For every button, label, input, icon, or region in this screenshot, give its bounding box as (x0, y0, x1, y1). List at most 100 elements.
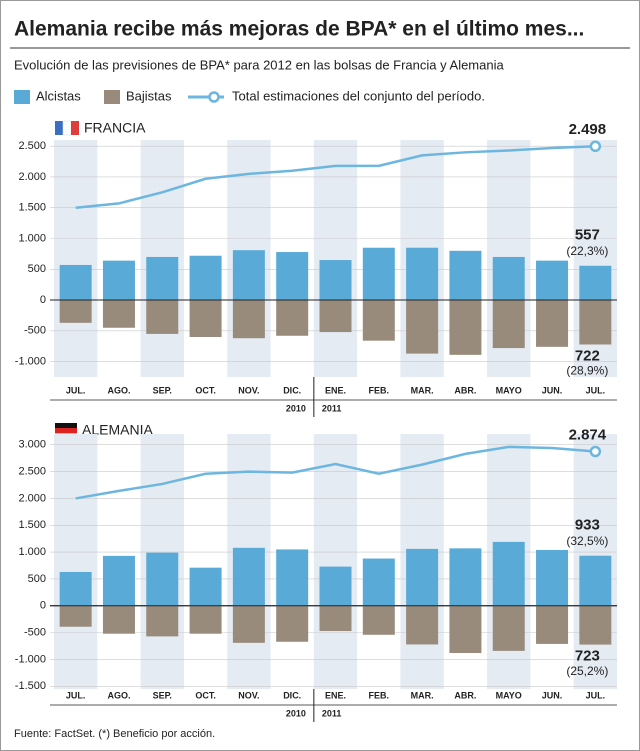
bar (276, 605, 309, 642)
legend-label: Total estimaciones del conjunto del perí… (232, 88, 485, 103)
annotation: (25,2%) (566, 664, 608, 678)
x-tick-label: FEB. (369, 385, 390, 395)
bar (232, 547, 265, 606)
bar (146, 552, 179, 606)
y-tick-label: 1.500 (18, 202, 46, 214)
x-tick-label: MAYO (496, 385, 522, 395)
x-tick-label: ENE. (325, 385, 346, 395)
x-tick-label: JUN. (542, 385, 563, 395)
bar (189, 567, 222, 606)
x-tick-label: DIC. (283, 385, 301, 395)
source: Fuente: FactSet. (*) Beneficio por acció… (14, 728, 215, 740)
y-tick-label: -1.000 (15, 653, 46, 665)
y-tick-label: 2.500 (18, 140, 46, 152)
bar (536, 300, 569, 347)
x-tick-label: ABR. (454, 690, 476, 700)
bar (579, 555, 612, 606)
bar (102, 555, 135, 606)
x-tick-label: MAR. (411, 385, 434, 395)
x-tick-label: OCT. (195, 690, 216, 700)
y-tick-label: 500 (28, 263, 46, 275)
y-tick-label: -1.000 (15, 356, 46, 368)
x-tick-label: ABR. (454, 385, 476, 395)
x-tick-label: JUL. (586, 385, 606, 395)
bar (536, 260, 569, 301)
total-marker (589, 140, 602, 153)
legend-label: Alcistas (36, 88, 81, 103)
year-label: 2010 (286, 403, 306, 413)
bar (189, 605, 222, 634)
y-tick-label: 1.000 (18, 546, 46, 558)
total-marker (589, 445, 602, 458)
annotation: 933 (575, 517, 600, 534)
year-label: 2010 (286, 708, 306, 718)
legend-marker (208, 91, 220, 103)
annotation: 723 (575, 648, 600, 665)
y-tick-label: 0 (40, 600, 46, 612)
bar (449, 250, 482, 301)
flag-fr (55, 120, 79, 136)
annotation: (22,3%) (566, 244, 608, 258)
y-tick-label: -500 (24, 627, 46, 639)
x-tick-label: JUL. (66, 385, 86, 395)
x-tick-label: FEB. (369, 690, 390, 700)
x-tick-label: SEP. (153, 690, 172, 700)
bar (492, 300, 525, 349)
bar (449, 300, 482, 355)
annotation: 722 (575, 347, 600, 364)
bar (536, 549, 569, 606)
bar (146, 256, 179, 301)
bar (579, 300, 612, 345)
y-tick-label: -1.500 (15, 680, 46, 692)
bar (59, 264, 92, 301)
bar (59, 605, 92, 627)
legend-swatch (104, 90, 120, 104)
bar (59, 571, 92, 606)
annotation: 2.498 (569, 121, 607, 138)
bar (362, 247, 395, 301)
bar (492, 256, 525, 301)
y-tick-label: 2.000 (18, 492, 46, 504)
legend-label: Bajistas (126, 88, 172, 103)
subtitle: Evolución de las previsiones de BPA* par… (14, 57, 504, 72)
y-tick-label: 500 (28, 573, 46, 585)
y-tick-label: 0 (40, 294, 46, 306)
y-tick-label: 3.000 (18, 439, 46, 451)
bar (362, 300, 395, 341)
x-tick-label: SEP. (153, 385, 172, 395)
bar (232, 300, 265, 339)
x-tick-label: ENE. (325, 690, 346, 700)
bar (59, 300, 92, 323)
bar (189, 300, 222, 337)
band-shade (313, 434, 358, 689)
x-tick-label: JUL. (66, 690, 86, 700)
band-shade (54, 434, 98, 689)
x-tick-label: AGO. (107, 690, 130, 700)
bar (579, 605, 612, 645)
bar (232, 250, 265, 301)
bar (492, 541, 525, 606)
bar (406, 300, 439, 354)
panel-title: FRANCIA (84, 120, 146, 136)
x-tick-label: MAYO (496, 690, 522, 700)
panel-title: ALEMANIA (82, 422, 153, 438)
bar (319, 300, 352, 333)
total-line (75, 145, 596, 209)
x-tick-label: MAR. (411, 690, 434, 700)
x-tick-label: JUN. (542, 690, 563, 700)
bar (146, 300, 179, 334)
y-tick-label: 2.000 (18, 171, 46, 183)
annotation: 557 (575, 227, 600, 244)
band-shade (54, 140, 98, 377)
annotation: 2.874 (569, 426, 607, 443)
year-label: 2011 (322, 708, 342, 718)
total-line (75, 445, 596, 500)
y-tick-label: 1.000 (18, 232, 46, 244)
title: Alemania recibe más mejoras de BPA* en e… (14, 18, 584, 41)
x-tick-label: DIC. (283, 690, 301, 700)
bar (536, 605, 569, 644)
x-tick-label: OCT. (195, 385, 216, 395)
bar (189, 255, 222, 301)
bar (146, 605, 179, 637)
